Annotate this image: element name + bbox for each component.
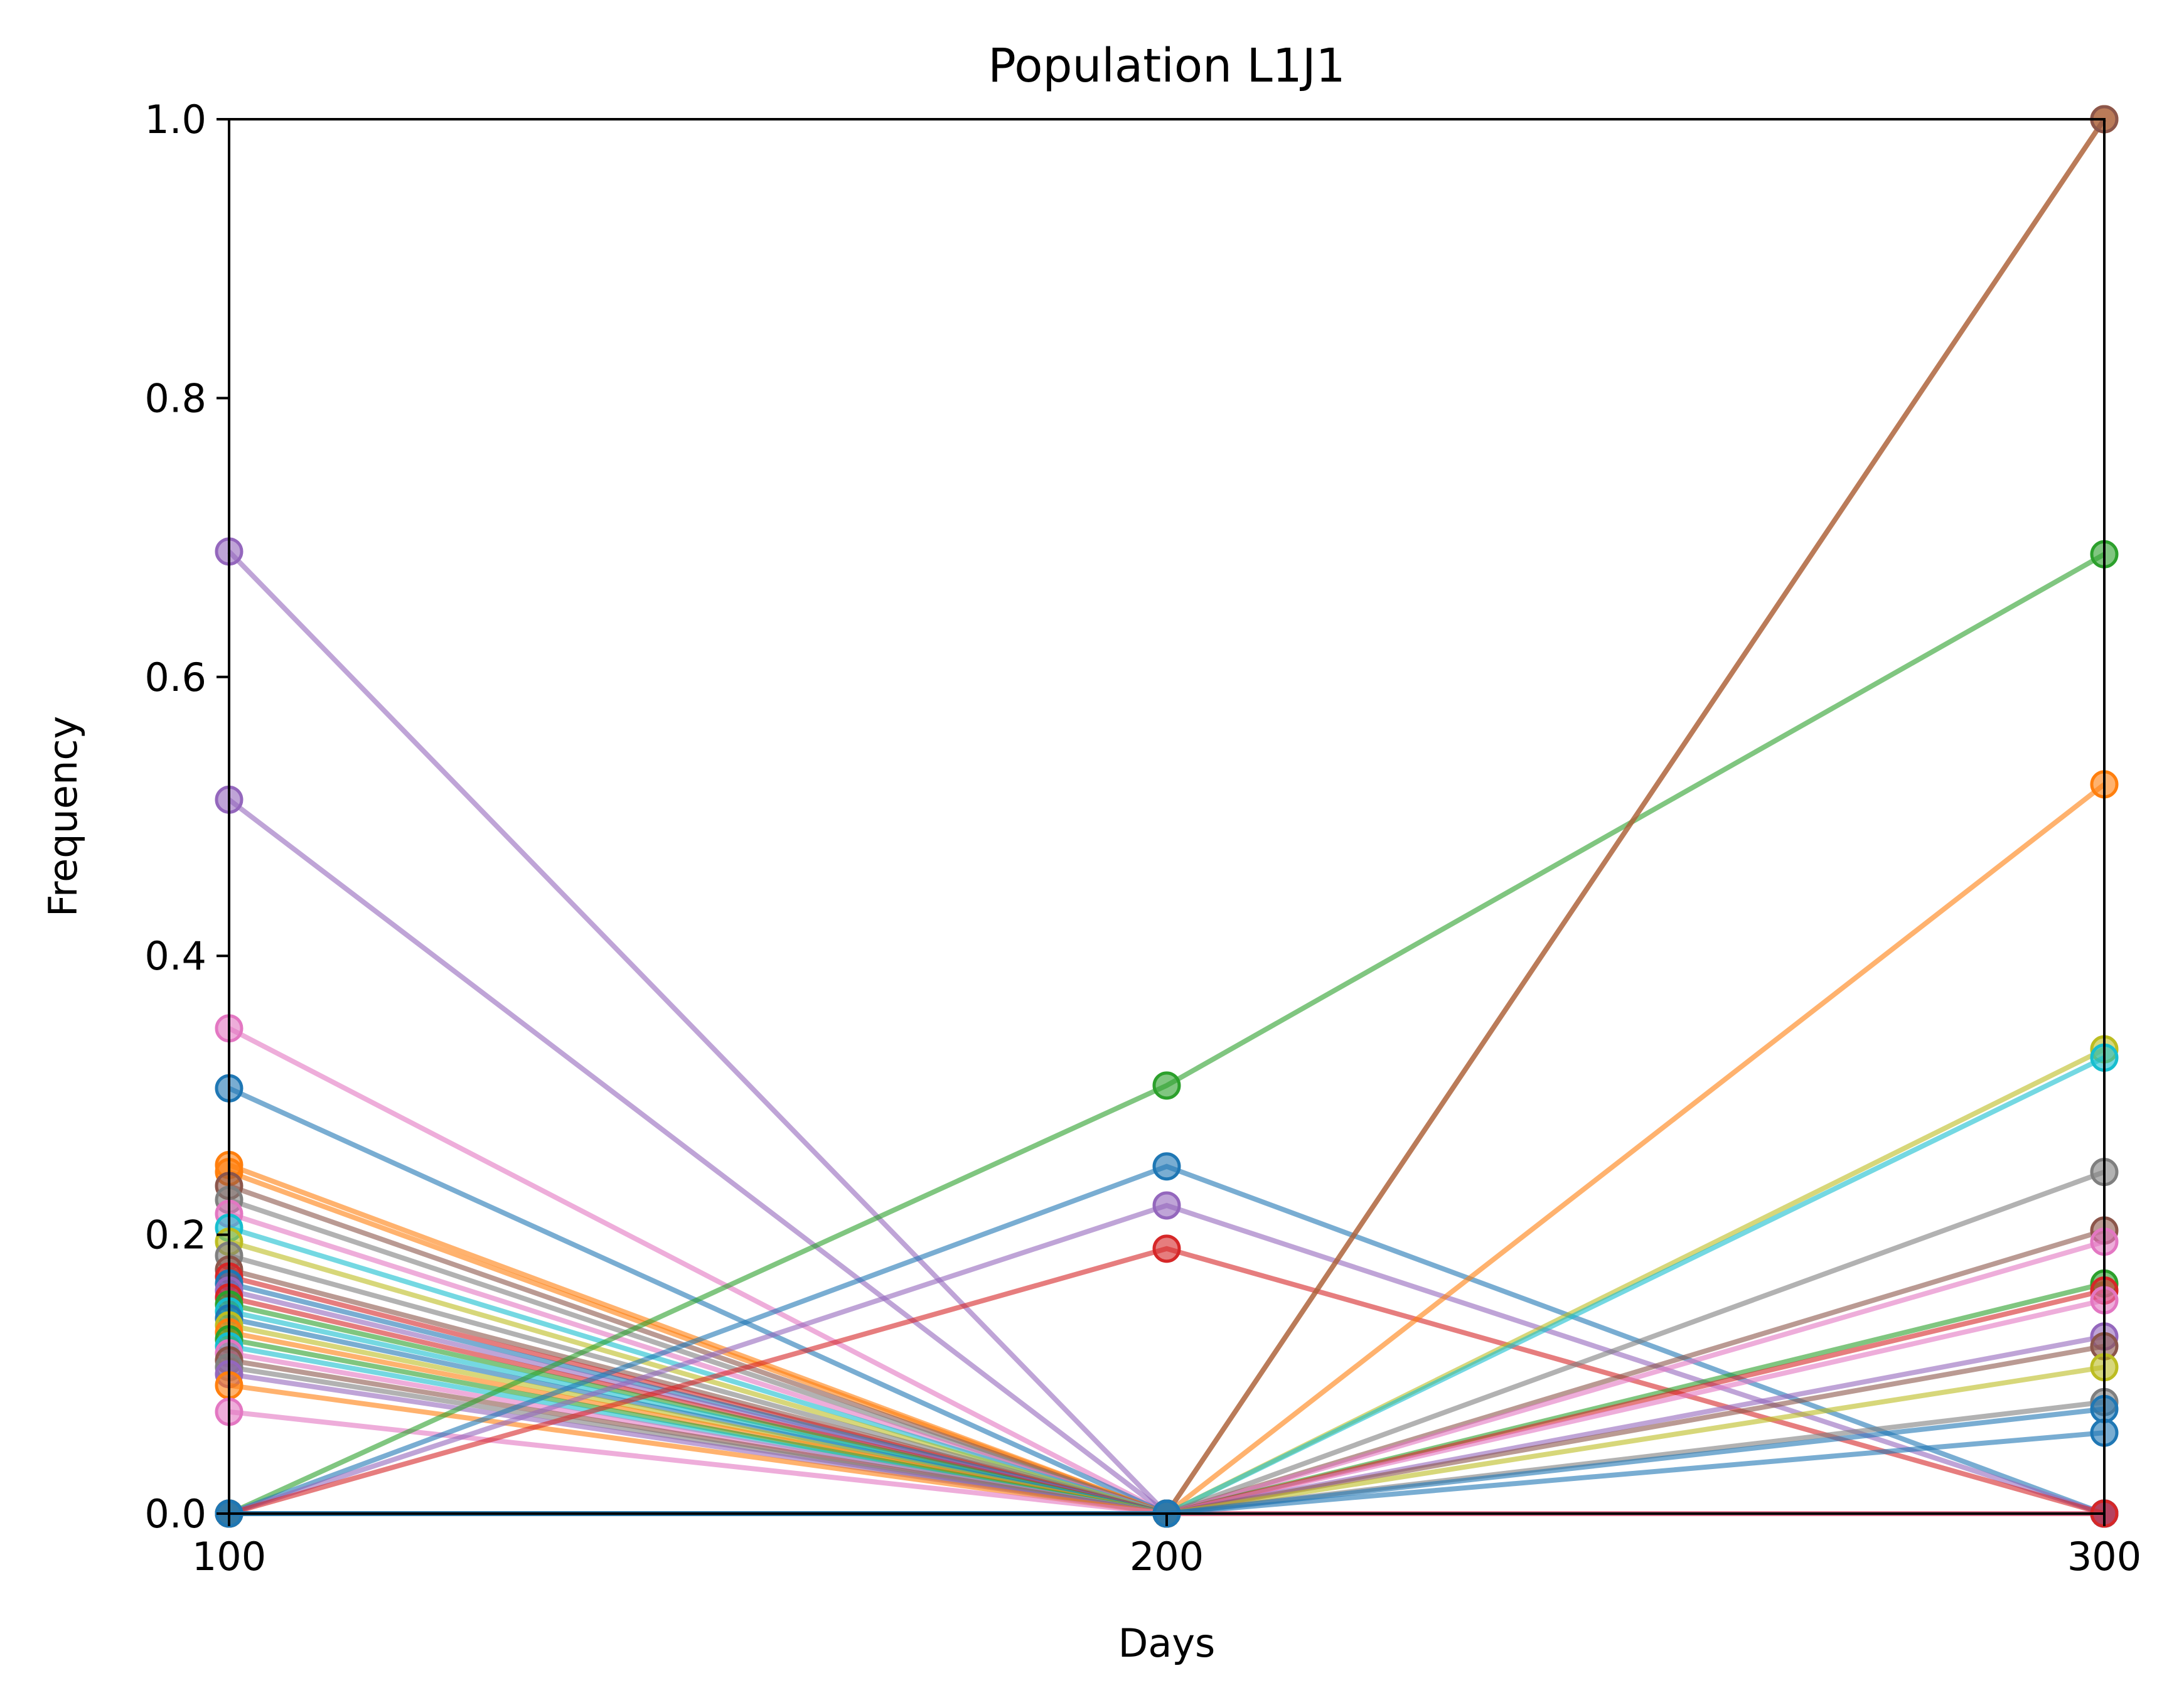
data-point: [1152, 1071, 1181, 1100]
series-31: [215, 540, 2119, 1528]
y-tick-label: 0.8: [144, 375, 206, 421]
y-tick-label: 0.4: [144, 933, 206, 979]
data-point: [1152, 1191, 1181, 1220]
y-tick-label: 0.6: [144, 655, 206, 700]
x-tick-label: 100: [192, 1534, 266, 1579]
ticks-layer: 100 200 300 0.0 0.2 0.4 0.6 0.8 1.0: [144, 97, 2141, 1579]
data-point: [1152, 1234, 1181, 1263]
y-tick-label: 1.0: [144, 97, 206, 142]
data-point: [1152, 1152, 1181, 1181]
y-axis-label: Frequency: [40, 716, 86, 917]
y-tick-label: 0.2: [144, 1212, 206, 1258]
x-tick-label: 300: [2067, 1534, 2141, 1579]
y-tick-label: 0.0: [144, 1491, 206, 1537]
x-tick-label: 200: [1130, 1534, 1204, 1579]
chart-title: Population L1J1: [988, 39, 1346, 93]
x-axis-label: Days: [1118, 1620, 1216, 1666]
